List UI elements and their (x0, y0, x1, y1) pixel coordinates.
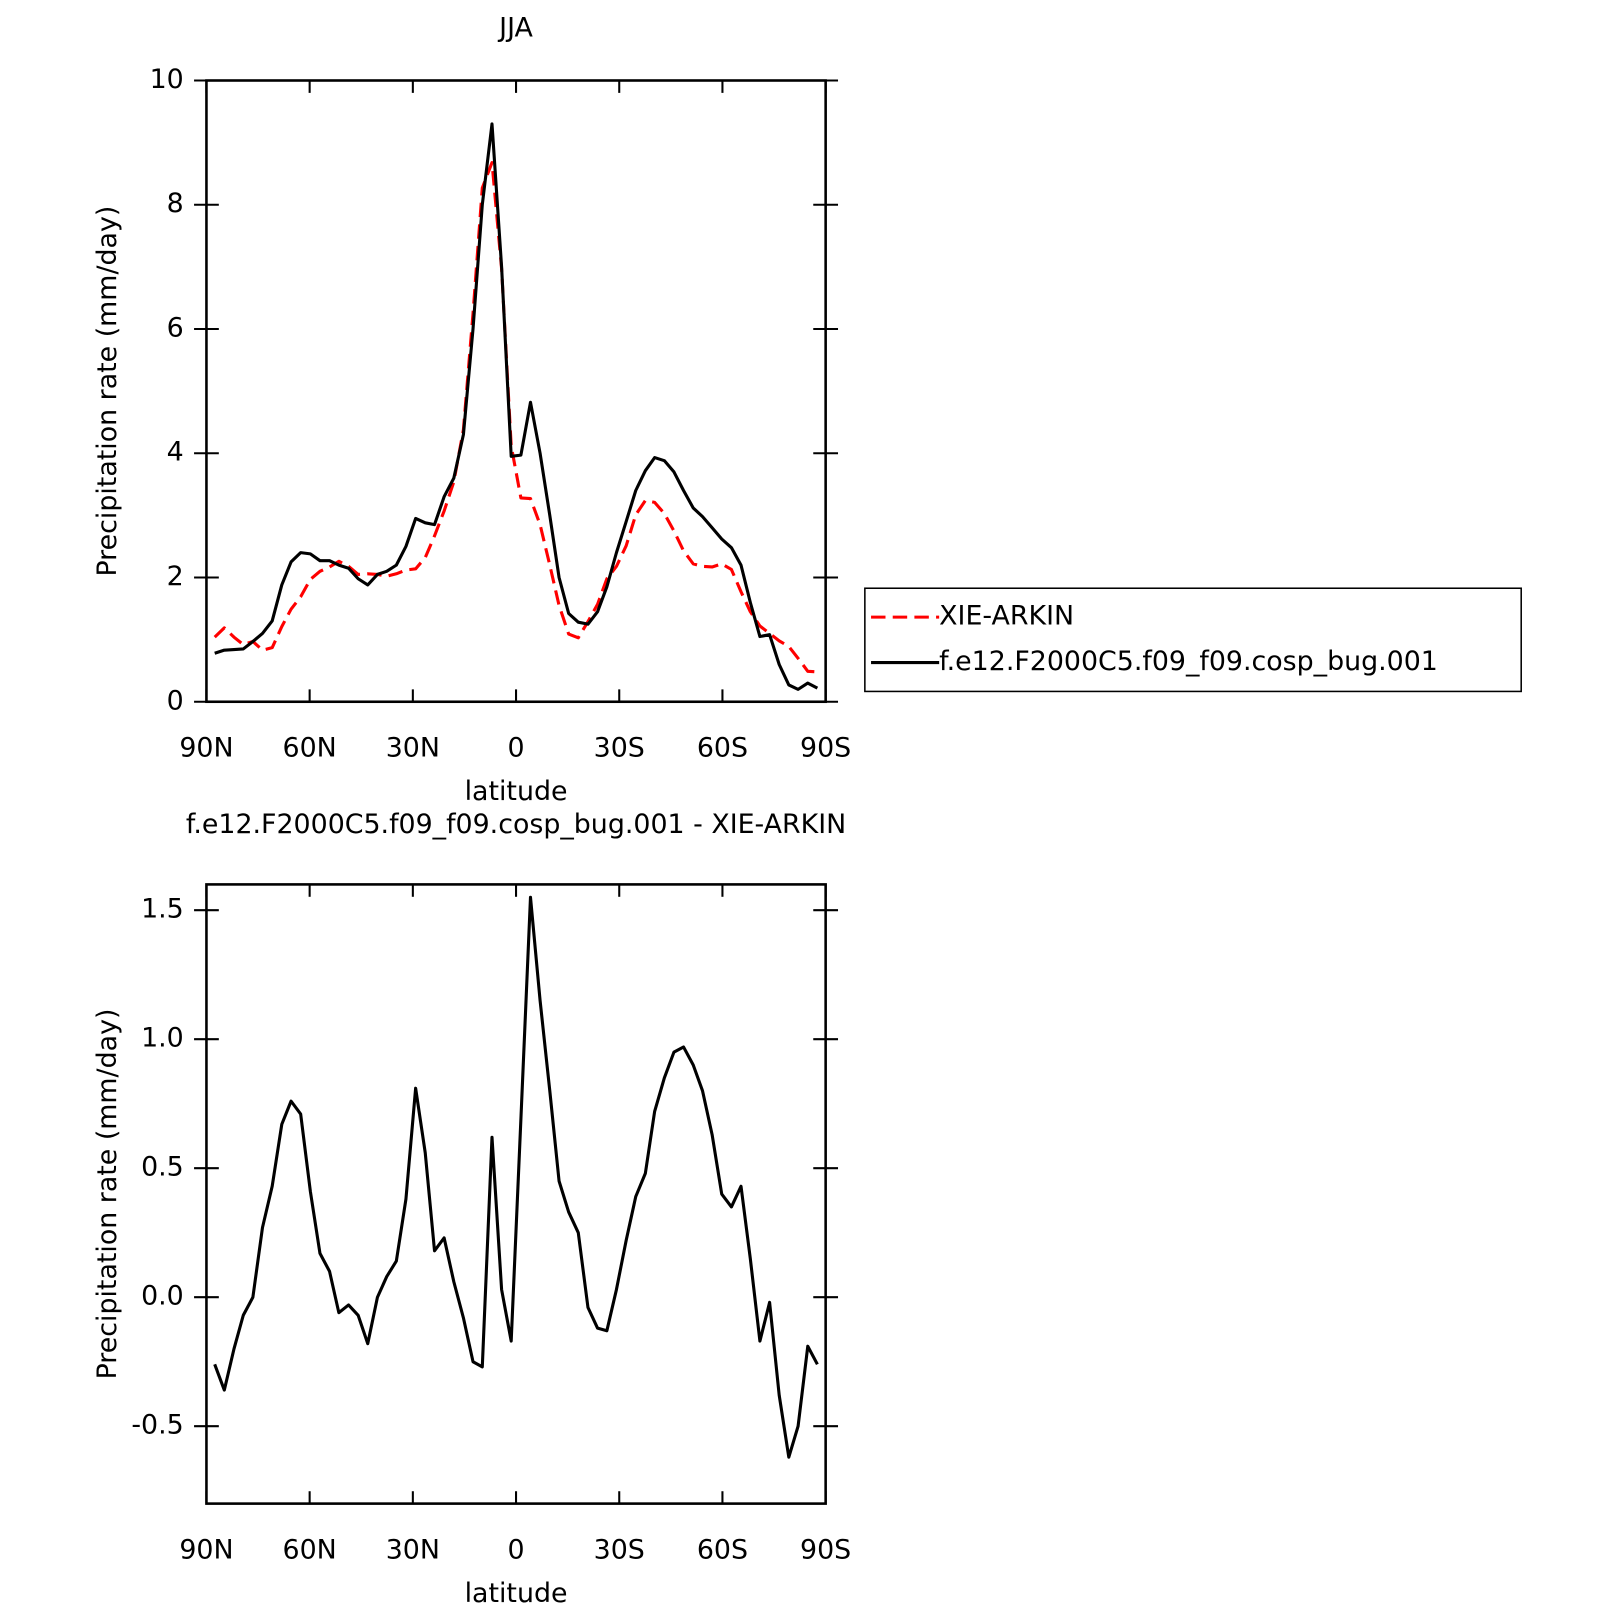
x-tick-label: 60S (697, 1535, 748, 1566)
legend-label: f.e12.F2000C5.f09_f09.cosp_bug.001 (939, 646, 1438, 677)
legend-label: XIE-ARKIN (939, 601, 1074, 632)
y-tick-label: 1.0 (141, 1023, 184, 1054)
y-tick-label: 0.5 (141, 1152, 184, 1183)
y-tick-label: 4 (167, 437, 184, 468)
x-axis-label: latitude (465, 1578, 568, 1609)
x-axis-label: latitude (465, 776, 568, 807)
x-tick-label: 0 (508, 1535, 525, 1566)
x-tick-label: 60N (283, 1535, 337, 1566)
x-tick-label: 30N (386, 1535, 440, 1566)
legend-box (864, 587, 1522, 693)
x-tick-label: 90N (179, 1535, 233, 1566)
plot-frame (205, 883, 827, 1505)
y-tick-label: 8 (167, 188, 184, 219)
x-tick-label: 60N (283, 733, 337, 764)
chart-title: JJA (497, 12, 533, 43)
x-tick-label: 60S (697, 733, 748, 764)
x-tick-label: 90S (800, 733, 851, 764)
x-tick-label: 30S (594, 1535, 645, 1566)
chart-title: f.e12.F2000C5.f09_f09.cosp_bug.001 - XIE… (186, 809, 846, 840)
y-axis-label: Precipitation rate (mm/day) (92, 1009, 123, 1380)
plot-frame (205, 79, 827, 704)
x-tick-label: 30N (386, 733, 440, 764)
x-tick-label: 0 (508, 733, 525, 764)
y-tick-label: 1.5 (141, 894, 184, 925)
y-tick-label: 0.0 (141, 1281, 184, 1312)
y-tick-label: 10 (150, 64, 184, 95)
y-tick-label: 6 (167, 312, 184, 343)
y-tick-label: 2 (167, 561, 184, 592)
y-tick-label: 0 (167, 685, 184, 716)
y-tick-label: -0.5 (131, 1410, 183, 1441)
x-tick-label: 30S (594, 733, 645, 764)
data-line (213, 895, 819, 1459)
y-axis-label: Precipitation rate (mm/day) (92, 206, 123, 577)
data-line (214, 122, 819, 691)
data-line (213, 160, 818, 674)
x-tick-label: 90S (800, 1535, 851, 1566)
x-tick-label: 90N (179, 733, 233, 764)
